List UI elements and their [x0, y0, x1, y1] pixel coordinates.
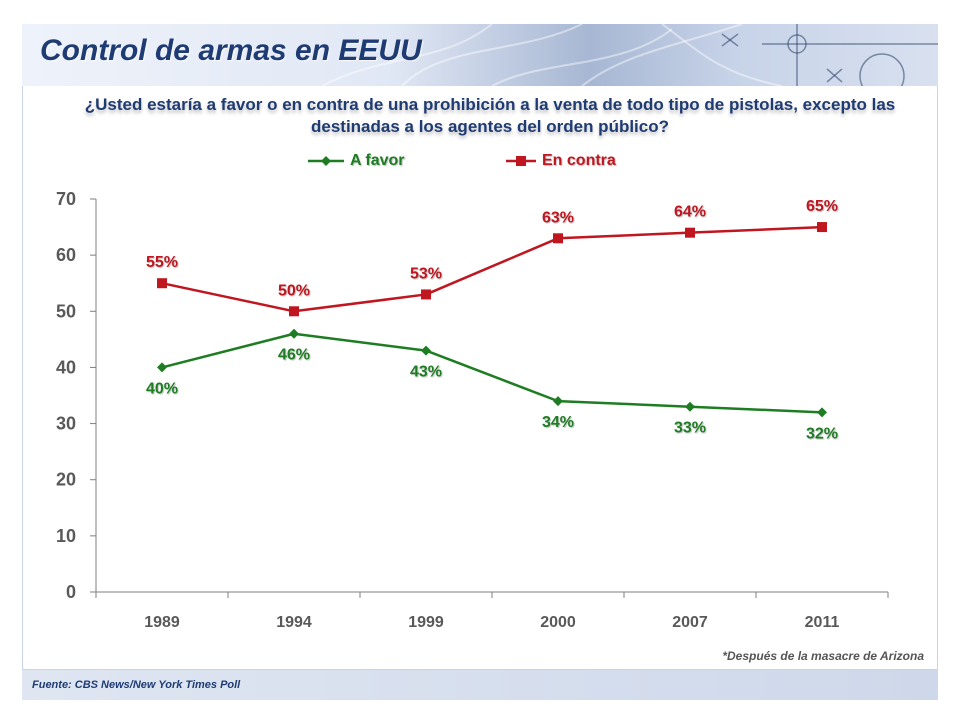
y-tick-label: 10: [56, 526, 76, 546]
data-point-contra: [157, 278, 167, 289]
y-tick-label: 20: [56, 470, 76, 490]
y-tick-label: 50: [56, 301, 76, 321]
title-banner: [22, 24, 938, 86]
legend-label-contra: En contra: [542, 152, 616, 169]
legend-item-favor: A favor: [306, 152, 405, 170]
data-point-favor: [553, 396, 563, 407]
data-label-favor: 34%: [542, 414, 574, 431]
legend-marker-diamond-icon: [308, 156, 344, 166]
source-text: Fuente: CBS News/New York Times Poll: [32, 679, 241, 691]
data-point-contra: [553, 233, 563, 244]
data-label-contra: 55%: [146, 254, 178, 271]
y-tick-label: 30: [56, 414, 76, 434]
x-tick-label: 2007: [672, 614, 708, 631]
y-tick-label: 70: [56, 189, 76, 209]
data-label-contra: 64%: [674, 204, 706, 221]
data-label-contra: 63%: [542, 209, 574, 226]
data-label-contra: 53%: [410, 265, 442, 282]
x-tick-label: 1999: [408, 614, 444, 631]
data-label-favor: 32%: [806, 425, 838, 442]
y-tick-label: 60: [56, 245, 76, 265]
data-point-contra: [685, 227, 695, 238]
data-point-favor: [817, 407, 827, 418]
footnote: *Después de la masacre de Arizona: [722, 649, 924, 663]
data-point-favor: [421, 345, 431, 356]
data-label-favor: 33%: [674, 420, 706, 437]
footer-bar: Fuente: CBS News/New York Times Poll: [22, 669, 938, 700]
data-label-favor: 43%: [410, 364, 442, 381]
y-tick-label: 0: [66, 582, 76, 602]
series-line-favor: [161, 332, 823, 414]
x-tick-label: 1989: [144, 614, 180, 631]
x-tick-label: 2000: [540, 614, 576, 631]
series-line-contra: [161, 225, 823, 313]
slide-frame: [22, 24, 938, 699]
y-tick-label: 40: [56, 357, 76, 377]
data-point-contra: [421, 289, 431, 300]
banner-decoration: [321, 24, 938, 86]
chart-legend: A favor En contra: [0, 152, 960, 176]
x-tick-label: 1994: [276, 614, 312, 631]
data-point-contra: [817, 222, 827, 233]
data-point-favor: [157, 362, 167, 373]
data-label-favor: 46%: [278, 347, 310, 364]
data-label-favor: 40%: [146, 380, 178, 397]
data-point-contra: [289, 306, 299, 317]
data-label-contra: 65%: [806, 198, 838, 215]
legend-label-favor: A favor: [350, 152, 405, 169]
slide-title: Control de armas en EEUU: [40, 34, 422, 67]
survey-question: ¿Usted estaría a favor o en contra de un…: [84, 95, 896, 136]
data-point-favor: [685, 401, 695, 412]
data-label-contra: 50%: [278, 282, 310, 299]
x-tick-label: 2011: [805, 614, 840, 631]
data-point-favor: [289, 328, 299, 339]
legend-item-contra: En contra: [504, 152, 616, 170]
legend-marker-square-icon: [506, 156, 536, 166]
